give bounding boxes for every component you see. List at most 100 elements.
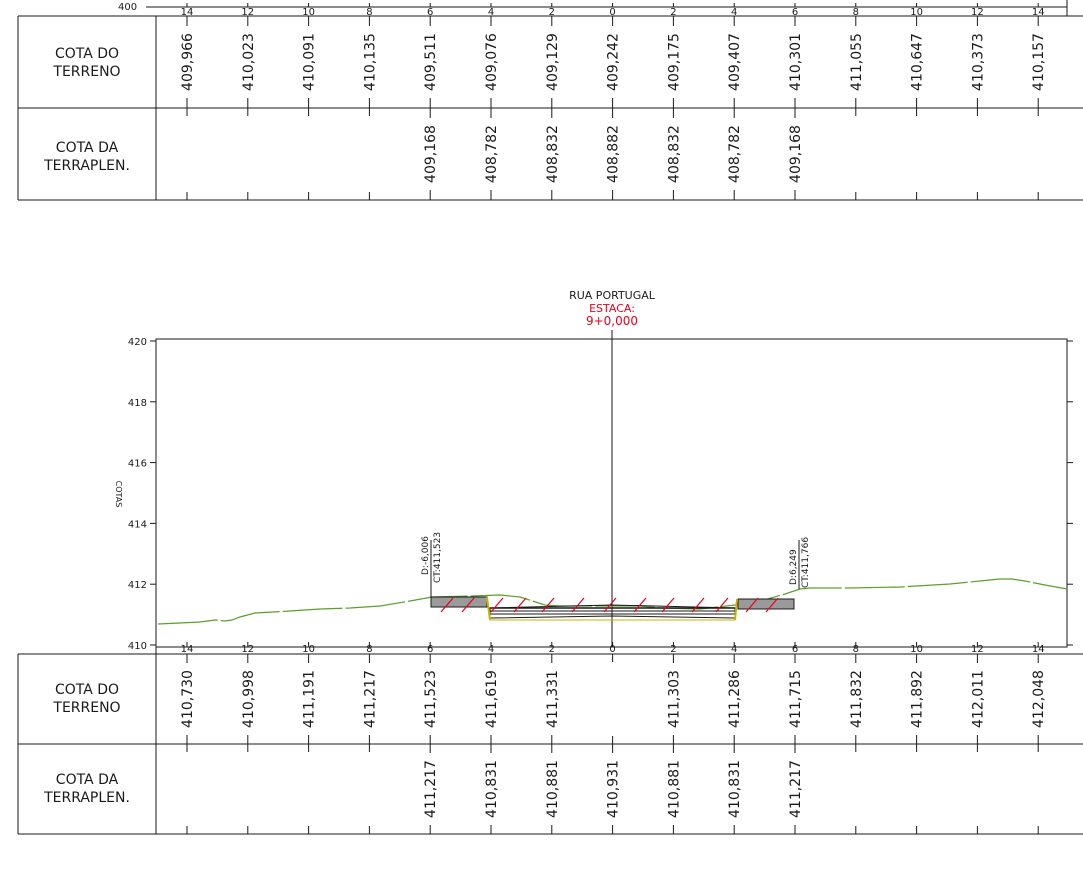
top-terraplen-label-bg bbox=[543, 118, 558, 190]
bottom-terreno-label-bg bbox=[726, 663, 741, 735]
top-terreno-value: 410,301 bbox=[788, 33, 804, 91]
top-terraplen-value: 408,782 bbox=[484, 125, 500, 183]
right-cut-ct: CT:411,766 bbox=[801, 537, 811, 588]
top-terraplen-value: 409,168 bbox=[788, 125, 804, 183]
right-sidewalk bbox=[737, 598, 795, 610]
bottom-offset-label: 12 bbox=[971, 644, 984, 655]
bottom-terreno-label-bg bbox=[300, 663, 315, 735]
station-label: ESTACA: bbox=[589, 302, 635, 315]
top-terraplen-value: 408,782 bbox=[727, 125, 743, 183]
hatch-mark bbox=[571, 597, 585, 613]
top-terreno-label-bg bbox=[1030, 26, 1045, 98]
top-terreno-value: 409,175 bbox=[666, 33, 682, 91]
top-offset-label: 10 bbox=[302, 7, 315, 18]
left-sidewalk bbox=[430, 596, 488, 608]
bottom-terreno-label-bg bbox=[969, 663, 984, 735]
bottom-terreno-value: 411,619 bbox=[484, 670, 500, 728]
bottom-row-label-terraplen-2: TERRAPLEN. bbox=[43, 790, 130, 806]
bottom-terraplen-value: 410,931 bbox=[606, 760, 622, 818]
hatch-mark bbox=[440, 597, 454, 613]
bottom-terreno-value: 411,892 bbox=[910, 670, 926, 728]
top-terreno-label-bg bbox=[969, 26, 984, 98]
cut-fill-hatch bbox=[440, 597, 779, 613]
bottom-terreno-value: 411,286 bbox=[727, 670, 743, 728]
bottom-row-label-terraplen-1: COTA DA bbox=[56, 772, 119, 788]
top-terraplen-label-bg bbox=[726, 118, 741, 190]
top-terraplen-value: 409,168 bbox=[423, 125, 439, 183]
bottom-offset-label: 4 bbox=[488, 644, 494, 655]
bottom-cota-terraplen-values: 411,217 410,831 410,881 410,931 410,881 410,8… bbox=[186, 744, 1039, 834]
bottom-terreno-label-bg bbox=[1030, 663, 1045, 735]
top-terreno-value: 410,157 bbox=[1031, 33, 1047, 91]
top-cross-section: 400 14 12 10 8 6 4 2 0 2 4 6 8 10 12 14 COTA DO TERREN… bbox=[17, 0, 1083, 201]
bottom-offset-label: 0 bbox=[609, 644, 615, 655]
bottom-terraplen-value: 410,831 bbox=[727, 760, 743, 818]
top-offset-label: 12 bbox=[241, 7, 254, 18]
top-terraplen-label-bg bbox=[422, 118, 437, 190]
top-terreno-value: 409,511 bbox=[423, 33, 439, 91]
top-offset-label: 6 bbox=[427, 7, 433, 18]
top-terreno-value: 409,129 bbox=[545, 33, 561, 91]
top-terreno-label-bg bbox=[422, 26, 437, 98]
bottom-terreno-value: 411,832 bbox=[849, 670, 865, 728]
top-cota-terreno-values: 409,966 410,023 410,091 410,135 409,511 409,0… bbox=[179, 16, 1047, 108]
top-terreno-value: 411,055 bbox=[849, 33, 865, 91]
left-curb bbox=[486, 596, 491, 621]
y-tick-label: 418 bbox=[128, 398, 147, 409]
y-tick-label: 416 bbox=[128, 459, 147, 470]
top-terreno-value: 409,242 bbox=[606, 33, 622, 91]
hatch-mark bbox=[541, 597, 555, 613]
hatch-mark bbox=[461, 597, 475, 613]
top-terreno-value: 409,966 bbox=[180, 33, 196, 91]
hatch-mark bbox=[715, 597, 729, 613]
bottom-terreno-label-bg bbox=[908, 663, 923, 735]
bottom-offset-label: 14 bbox=[1032, 644, 1045, 655]
bottom-terraplen-value: 411,217 bbox=[423, 760, 439, 818]
bottom-terreno-value: 412,011 bbox=[970, 670, 986, 728]
bottom-terreno-label-bg bbox=[483, 663, 497, 735]
bottom-offset-label: 14 bbox=[181, 644, 194, 655]
top-terreno-label-bg bbox=[179, 26, 193, 98]
bottom-terreno-label-bg bbox=[422, 663, 437, 735]
top-offset-label: 10 bbox=[910, 7, 923, 18]
top-offset-label: 14 bbox=[1032, 7, 1045, 18]
top-terreno-label-bg bbox=[726, 26, 741, 98]
top-offset-label: 8 bbox=[366, 7, 372, 18]
bottom-terreno-value: 411,523 bbox=[423, 670, 439, 728]
hatch-mark bbox=[490, 597, 504, 613]
top-offset-label: 12 bbox=[971, 7, 984, 18]
top-terreno-label-bg bbox=[300, 26, 315, 98]
top-cota-terraplen-values: 409,168 408,782 408,832 408,882 408,832 408,7… bbox=[186, 108, 1039, 200]
top-offset-label: 0 bbox=[609, 7, 615, 18]
left-cut-ct: CT:411,523 bbox=[433, 532, 443, 583]
y-axis-label: COTAS bbox=[114, 481, 123, 508]
bottom-terraplen-label-bg bbox=[604, 753, 619, 825]
bottom-terraplen-label-bg bbox=[726, 753, 741, 825]
top-terreno-label-bg bbox=[908, 26, 923, 98]
bottom-offset-label: 10 bbox=[910, 644, 923, 655]
bottom-terreno-value: 411,331 bbox=[545, 670, 561, 728]
hatch-mark bbox=[661, 597, 675, 613]
bottom-terraplen-label-bg bbox=[787, 753, 801, 825]
bottom-terraplen-value: 410,881 bbox=[666, 760, 682, 818]
bottom-terreno-label-bg bbox=[361, 663, 376, 735]
top-offset-label: 8 bbox=[853, 7, 859, 18]
hatch-mark bbox=[513, 597, 527, 613]
y-tick-label: 410 bbox=[128, 641, 147, 652]
top-terraplen-label-bg bbox=[665, 118, 680, 190]
top-left-axis-label: 400 bbox=[118, 2, 137, 13]
top-offset-label: 14 bbox=[181, 7, 194, 18]
bottom-offset-label: 2 bbox=[670, 644, 676, 655]
bottom-terreno-value: 410,998 bbox=[241, 670, 257, 728]
top-terraplen-label-bg bbox=[604, 118, 619, 190]
bottom-terraplen-label-bg bbox=[543, 753, 558, 825]
hatch-mark bbox=[633, 597, 647, 613]
bottom-terraplen-value: 410,831 bbox=[484, 760, 500, 818]
station-value: 9+0,000 bbox=[586, 314, 638, 328]
bottom-terraplen-value: 411,217 bbox=[788, 760, 804, 818]
top-terraplen-label-bg bbox=[483, 118, 497, 190]
bottom-terreno-label-bg bbox=[847, 663, 862, 735]
bottom-offset-label: 4 bbox=[731, 644, 737, 655]
top-terreno-label-bg bbox=[239, 26, 254, 98]
